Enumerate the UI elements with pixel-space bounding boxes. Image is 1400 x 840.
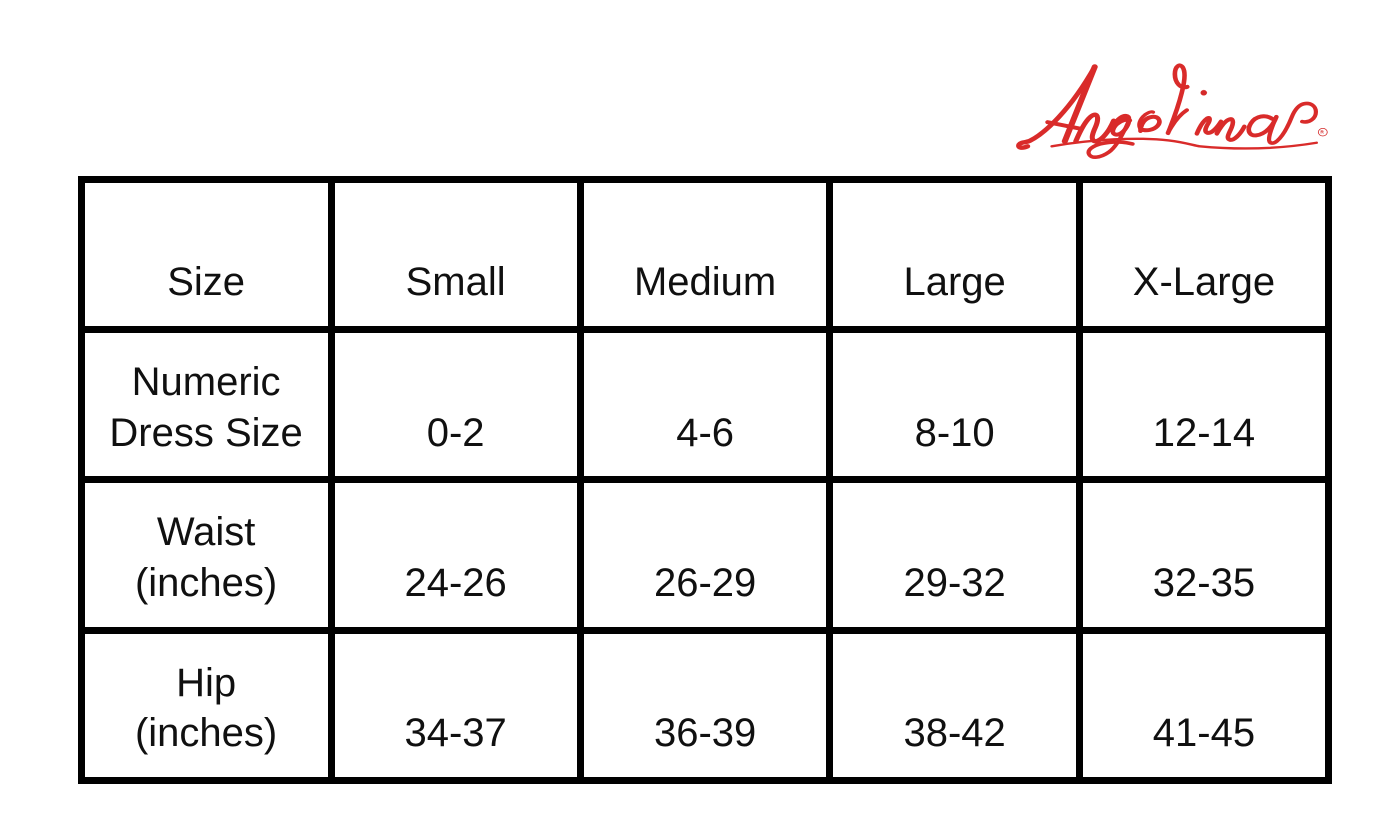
svg-text:R: R xyxy=(1320,130,1324,135)
